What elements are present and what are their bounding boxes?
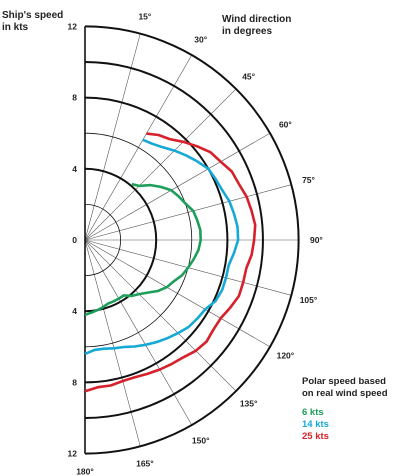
y-axis-label: Ship's speed in kts	[2, 10, 66, 33]
angle-axis-label-line: in degrees	[222, 26, 272, 37]
speed-curves	[84, 132, 257, 393]
legend-entry: 6 kts	[302, 407, 324, 418]
series-line	[84, 138, 240, 356]
legend-title: Polar speed based on real wind speed	[302, 376, 389, 399]
angle-tick-label: 30°	[194, 35, 207, 45]
tick-labels: 12 8 4 0 4 8 12 15° 30° 45° 60° 75° 90° 105° 120° 135° 1…	[68, 11, 324, 476]
angle-tick-label: 165°	[136, 459, 154, 469]
y-axis-label-line: Ship's speed	[2, 10, 63, 21]
legend-entry: 25 kts	[302, 431, 329, 442]
series-line	[84, 132, 257, 393]
grid-ring	[84, 167, 158, 313]
grid-ring	[84, 96, 229, 384]
speed-tick-label: 12	[68, 449, 78, 459]
speed-tick-label: 12	[68, 21, 78, 31]
angle-tick-label: 60°	[279, 119, 292, 129]
series-line	[84, 182, 202, 317]
angle-tick-label: 15°	[138, 11, 151, 21]
grid-ring	[84, 204, 121, 276]
legend-title-line: on real wind speed	[302, 388, 388, 399]
grid-ring	[84, 132, 193, 348]
angle-axis-label: Wind direction in degrees	[222, 14, 294, 37]
speed-tick-label: 4	[72, 164, 77, 174]
polar-grid	[84, 25, 300, 455]
grid-ring	[84, 61, 264, 419]
speed-tick-label: 0	[72, 235, 77, 245]
angle-axis-label-line: Wind direction	[222, 14, 291, 25]
speed-tick-label: 8	[72, 377, 77, 387]
legend: Polar speed based on real wind speed 6 k…	[302, 376, 389, 442]
angle-tick-label: 120°	[277, 351, 295, 361]
legend-title-line: Polar speed based	[302, 376, 386, 387]
angle-tick-label: 105°	[300, 295, 318, 305]
angle-tick-label: 180°	[76, 466, 94, 476]
angle-tick-label: 45°	[242, 71, 255, 81]
speed-tick-label: 8	[72, 93, 77, 103]
legend-entry: 14 kts	[302, 419, 329, 430]
grid-ring	[84, 25, 300, 455]
angle-tick-label: 90°	[310, 235, 323, 245]
angle-tick-label: 150°	[192, 435, 210, 445]
angle-tick-label: 75°	[302, 175, 315, 185]
y-axis-label-line: in kts	[2, 22, 29, 33]
speed-tick-label: 4	[72, 306, 77, 316]
angle-tick-label: 135°	[240, 399, 258, 409]
